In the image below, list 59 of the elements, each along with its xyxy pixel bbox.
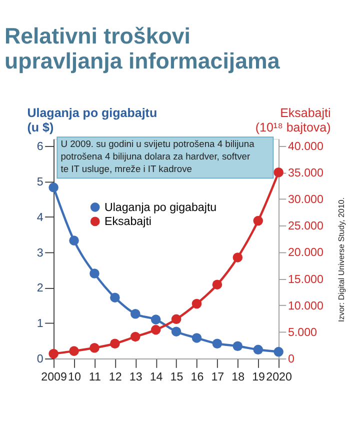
point — [253, 344, 264, 355]
point — [130, 332, 140, 342]
point — [110, 338, 120, 349]
x-tick-label: 16 — [190, 370, 204, 384]
point — [150, 324, 161, 335]
point — [171, 314, 182, 324]
point — [110, 292, 120, 302]
text: Izvor: Digital Universe Study, 2010. — [336, 197, 346, 322]
y-tick-label: 4 — [36, 210, 44, 224]
y2-tick-label: 30.000 — [288, 192, 324, 206]
x-tick-label: 14 — [150, 370, 164, 384]
y2-tick-label: 0 — [288, 352, 294, 366]
y-tick-label: 5 — [36, 175, 44, 188]
point — [69, 346, 79, 356]
x-tick-label: 17 — [211, 370, 224, 384]
point — [150, 314, 161, 324]
point — [192, 298, 202, 309]
y2-tick-label: 15.000 — [288, 272, 324, 286]
x-tick-label: 13 — [129, 370, 142, 384]
point — [274, 168, 284, 178]
point — [90, 343, 100, 353]
y2-tick-label: 25.000 — [288, 220, 324, 233]
x-tick-label: 19 — [252, 370, 266, 384]
y-axis-title: Ulaganja po gigabajtu (u $) — [27, 106, 158, 134]
y2-tick-label: 40.000 — [288, 140, 324, 153]
y-tick-label: 3 — [36, 246, 44, 260]
x-tick-label: 2020 — [266, 370, 292, 384]
y-tick-label: 2 — [36, 282, 44, 295]
x-tick-label: 2009 — [41, 370, 67, 384]
point — [192, 333, 202, 343]
x-tick-label: 11 — [88, 370, 101, 384]
y-tick-label: 0 — [36, 352, 44, 366]
y-tick-label: 1 — [36, 317, 44, 330]
point — [253, 216, 264, 226]
y2-tick-label: 20.000 — [288, 246, 324, 260]
point — [48, 182, 58, 192]
y2-tick-label: 10.000 — [288, 299, 324, 312]
y2-tick-label: 5.000 — [288, 326, 317, 339]
point — [171, 326, 182, 336]
legend-label: Eksabajti — [104, 215, 152, 228]
x-tick-label: 10 — [68, 370, 81, 384]
point — [69, 236, 79, 246]
point — [232, 341, 243, 351]
annotation: U 2009. su godini u svijetu potrošena 4 bilijuna potrošena 4 bilijuna dolara za hardver, softver te IT usluge, mreže i IT kadrove — [60, 138, 256, 174]
point — [212, 280, 222, 290]
point — [274, 346, 284, 357]
x-tick-label: 12 — [108, 370, 122, 384]
point — [130, 309, 140, 319]
point — [212, 338, 222, 349]
y-tick-label: 6 — [36, 140, 44, 153]
point — [232, 252, 243, 262]
y2-tick-label: 35.000 — [288, 166, 324, 180]
x-tick-label: 18 — [232, 370, 245, 384]
y2-axis-title: Eksabajti (10¹⁸ bajtova) — [255, 106, 331, 134]
x-tick-label: 15 — [170, 370, 184, 384]
chart-title: Relativni troškovi upravljanja informacijama — [4, 23, 280, 74]
point — [48, 348, 58, 359]
point — [90, 268, 100, 278]
legend-label: Ulaganja po gigabajtu — [104, 200, 217, 214]
